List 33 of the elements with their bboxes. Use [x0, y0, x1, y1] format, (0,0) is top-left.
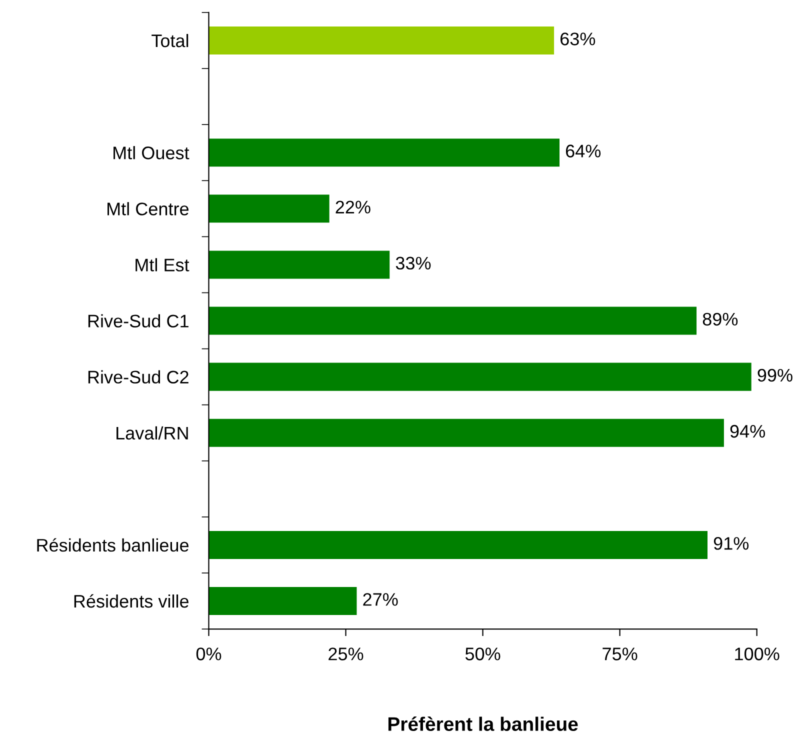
x-axis-title: Préfèrent la banlieue — [388, 716, 578, 731]
data-label: 27% — [363, 593, 398, 606]
y-tick-label: Résidents banlieue — [37, 538, 189, 552]
x-tick-label: 50% — [465, 648, 500, 660]
y-tick-label: Total — [152, 34, 188, 48]
bar — [208, 418, 724, 447]
y-tick-label: Mtl Ouest — [114, 146, 190, 160]
bar — [208, 250, 390, 279]
y-tick-label: Rive-Sud C2 — [88, 370, 188, 384]
data-label: 33% — [396, 256, 431, 270]
bar — [208, 194, 330, 223]
data-label: 94% — [730, 424, 765, 438]
x-tick-label: 100% — [735, 648, 780, 660]
bar — [208, 138, 560, 167]
data-label: 89% — [702, 312, 738, 326]
bar — [208, 306, 697, 335]
x-tick-label: 0% — [196, 648, 222, 660]
y-tick-label: Mtl Centre — [108, 202, 189, 216]
data-label: 22% — [336, 200, 370, 214]
y-tick-label: Mtl Est — [136, 258, 190, 272]
y-tick-label: Laval/RN — [116, 426, 188, 440]
bar — [208, 587, 357, 616]
y-tick-label: Résidents ville — [74, 594, 189, 608]
bar — [208, 362, 752, 391]
x-tick-label: 75% — [602, 648, 638, 660]
data-label: 63% — [560, 32, 596, 46]
data-label: 91% — [714, 537, 749, 550]
x-tick-label: 25% — [328, 648, 364, 660]
y-tick-label: Rive-Sud C1 — [88, 314, 188, 328]
bar — [208, 530, 708, 559]
data-label: 64% — [566, 144, 601, 158]
bar — [208, 26, 554, 55]
data-label: 99% — [758, 368, 792, 382]
